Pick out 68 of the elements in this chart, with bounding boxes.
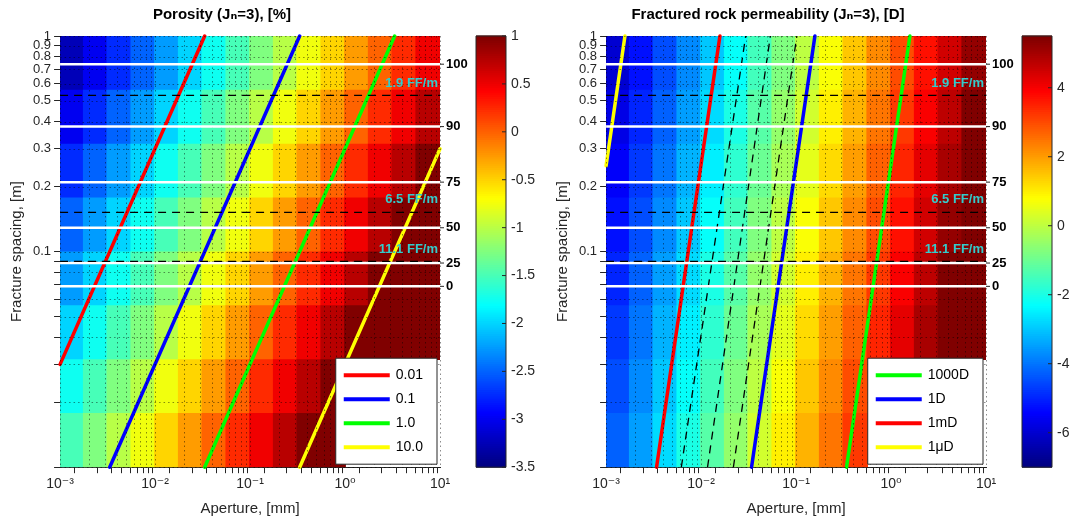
text: 90 [992, 118, 1007, 134]
color-bar-label: 0.5 [511, 74, 531, 91]
color-bar-label: -1 [511, 218, 524, 235]
y-axis-title: Fracture spacing, [m] [7, 181, 25, 323]
y-tick-label: 0.5 [578, 92, 598, 108]
ref-line-label: 11.1 FF/m [924, 240, 984, 256]
color-bar-label: -1.5 [511, 266, 536, 283]
ref-line-label: 1.9 FF/m [931, 74, 984, 90]
x-tick-label: 10⁰ [334, 475, 356, 492]
y-tick-label: 0.2 [32, 178, 52, 194]
y-tick-label: 0.1 [578, 243, 598, 259]
y-tick-label: 0.4 [578, 113, 598, 129]
color-bar-label: -3 [511, 410, 524, 427]
text: 0 [992, 277, 1000, 293]
text: 50 [992, 219, 1007, 235]
color-bar-label: -2 [1057, 285, 1070, 302]
y-axis-title: Fracture spacing, [m] [553, 181, 571, 323]
text: 0 [446, 277, 454, 293]
color-bar-label: 0 [1057, 216, 1065, 233]
y-tick-label: 0.2 [578, 178, 598, 194]
x-tick-label: 10⁻² [141, 475, 170, 492]
ref-line-label: 1.9 FF/m [385, 74, 438, 90]
x-tick-label: 10⁻³ [592, 475, 621, 492]
x-tick-label: 10⁻³ [46, 475, 75, 492]
legend-label: 0.01 [395, 366, 424, 383]
legend-label: 1μD [927, 438, 954, 455]
x-tick-label: 10⁻¹ [782, 475, 811, 492]
legend-label: 0.1 [395, 390, 416, 407]
y-tick-label: 0.6 [578, 75, 598, 91]
legend-label: 10.0 [395, 438, 424, 455]
text: 75 [446, 173, 461, 189]
y-tick-label: 0.4 [32, 113, 52, 129]
text: 90 [446, 118, 461, 134]
y-tick-label: 0.3 [32, 140, 52, 156]
chart-title: Porosity (Jₙ=3), [%] [152, 5, 292, 23]
text: 50 [446, 219, 461, 235]
color-bar-label: -3.5 [511, 458, 536, 475]
x-tick-label: 10⁻¹ [236, 475, 265, 492]
text: 75 [992, 173, 1007, 189]
x-tick-label: 10⁻² [687, 475, 716, 492]
ref-line-label: 6.5 FF/m [931, 191, 984, 207]
legend-label: 1mD [927, 414, 958, 431]
color-bar-label: 2 [1057, 147, 1065, 164]
color-bar-label: -2.5 [511, 362, 536, 379]
text: 100 [992, 55, 1014, 71]
y-tick-label: 0.6 [32, 75, 52, 91]
y-tick-label: 0.1 [32, 243, 52, 259]
text: 100 [446, 55, 468, 71]
legend-label: 1000D [927, 366, 970, 383]
color-bar-label: -4 [1057, 354, 1070, 371]
color-bar-label: -0.5 [511, 170, 536, 187]
legend-label: 1D [927, 390, 946, 407]
color-bar-label: -2 [511, 314, 524, 331]
color-bar-label: 0 [511, 122, 519, 139]
color-bar-label: -6 [1057, 423, 1070, 440]
chart-title: Fractured rock permeability (Jₙ=3), [D] [631, 5, 905, 23]
x-tick-label: 10¹ [975, 475, 997, 492]
x-axis-title: Aperture, [mm] [746, 499, 846, 517]
text: 25 [446, 254, 461, 270]
color-bar-label: 4 [1057, 78, 1065, 95]
y-tick-label: 0.5 [32, 92, 52, 108]
x-axis-title: Aperture, [mm] [200, 499, 300, 517]
x-tick-label: 10⁰ [880, 475, 902, 492]
y-tick-label: 0.3 [578, 140, 598, 156]
x-tick-label: 10¹ [429, 475, 451, 492]
text: 25 [992, 254, 1007, 270]
legend-label: 1.0 [395, 414, 416, 431]
color-bar-label: 1 [511, 26, 519, 43]
